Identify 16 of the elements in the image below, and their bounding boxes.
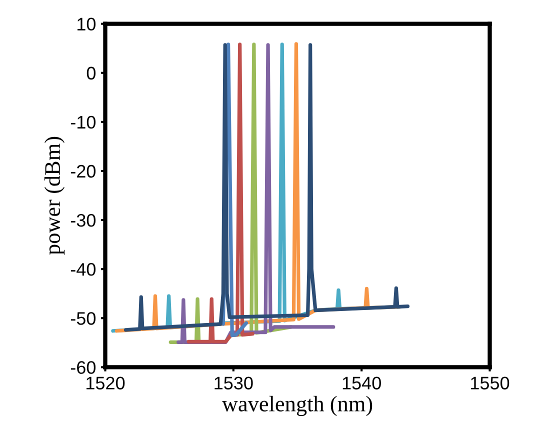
- line-series: [186, 42, 254, 344]
- y-tick-label: -50: [70, 312, 96, 325]
- y-tick-label: -20: [70, 164, 96, 178]
- x-tick-label: 1530: [214, 376, 253, 390]
- y-axis-title: power (dBm): [44, 136, 65, 255]
- y-tick-label: -40: [70, 263, 96, 276]
- y-tick-label: 0: [86, 66, 96, 80]
- y-tick-label: 10: [78, 18, 96, 31]
- x-tick-label: 1540: [342, 376, 381, 390]
- x-axis-title: wavelength (nm): [222, 396, 372, 416]
- x-tick-label: 1550: [471, 376, 510, 390]
- x-tick-label: 1520: [86, 376, 125, 390]
- y-tick-label: -60: [70, 361, 96, 374]
- y-tick-label: -30: [70, 214, 96, 227]
- y-tick-label: -10: [70, 116, 96, 129]
- line-series: [176, 43, 336, 344]
